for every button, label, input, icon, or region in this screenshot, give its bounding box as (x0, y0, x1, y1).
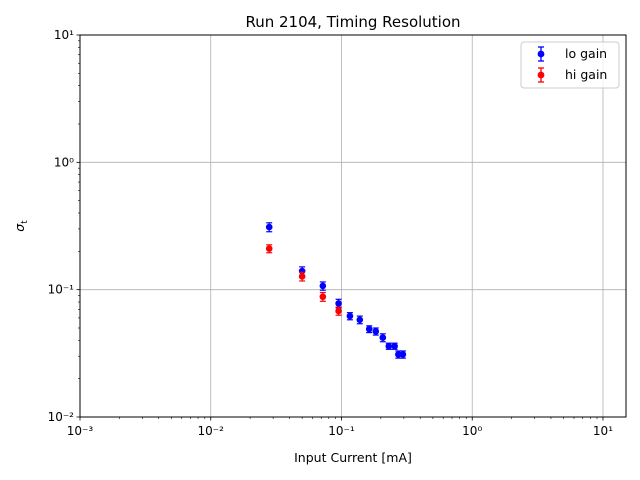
hi-gain-point (298, 273, 306, 280)
y-tick-label: 10¹ (54, 28, 74, 42)
x-tick-label: 10¹ (593, 424, 613, 438)
lo-gain-point (319, 282, 327, 290)
legend-box (520, 41, 620, 89)
legend-marker-hi-gain (537, 71, 545, 79)
grid (80, 35, 626, 417)
y-tick-label: 10⁻² (48, 410, 75, 424)
x-tick-label: 10⁻¹ (328, 424, 355, 438)
lo-gain-point (391, 342, 398, 350)
lo-gain-point (399, 351, 407, 358)
hi-gain-point (265, 245, 273, 252)
hi-gain-point (335, 307, 342, 315)
lo-gain-point (365, 325, 373, 333)
y-tick-label: 10⁻¹ (48, 283, 75, 297)
y-tick-label: 10⁰ (54, 155, 74, 169)
lo-gain-point (265, 223, 273, 231)
legend-label-hi-gain: hi gain (565, 67, 607, 82)
lo-gain-point (335, 300, 342, 307)
lo-gain-point (395, 351, 402, 358)
x-axis-label: Input Current [mA] (294, 450, 412, 465)
lo-gain-point (346, 312, 354, 320)
x-tick-label: 10⁻³ (67, 424, 94, 438)
lo-gain-point (385, 342, 393, 350)
lo-gain-point (372, 328, 380, 335)
legend: lo gain hi gain (520, 41, 620, 89)
x-tick-label: 10⁻² (198, 424, 225, 438)
legend-entry-hi-gain: hi gain (537, 67, 607, 83)
lo-gain-point (356, 316, 364, 324)
lo-gain-point (379, 334, 387, 341)
plot-frame (79, 34, 627, 418)
legend-marker-lo-gain (537, 50, 545, 58)
hi-gain-point (319, 293, 327, 301)
chart-title: Run 2104, Timing Resolution (245, 13, 460, 31)
y-axis-label: σt (12, 220, 30, 232)
legend-label-lo-gain: lo gain (565, 46, 607, 61)
x-tick-label: 10⁰ (462, 424, 482, 438)
data-series (265, 222, 407, 359)
legend-entry-lo-gain: lo gain (537, 46, 607, 62)
